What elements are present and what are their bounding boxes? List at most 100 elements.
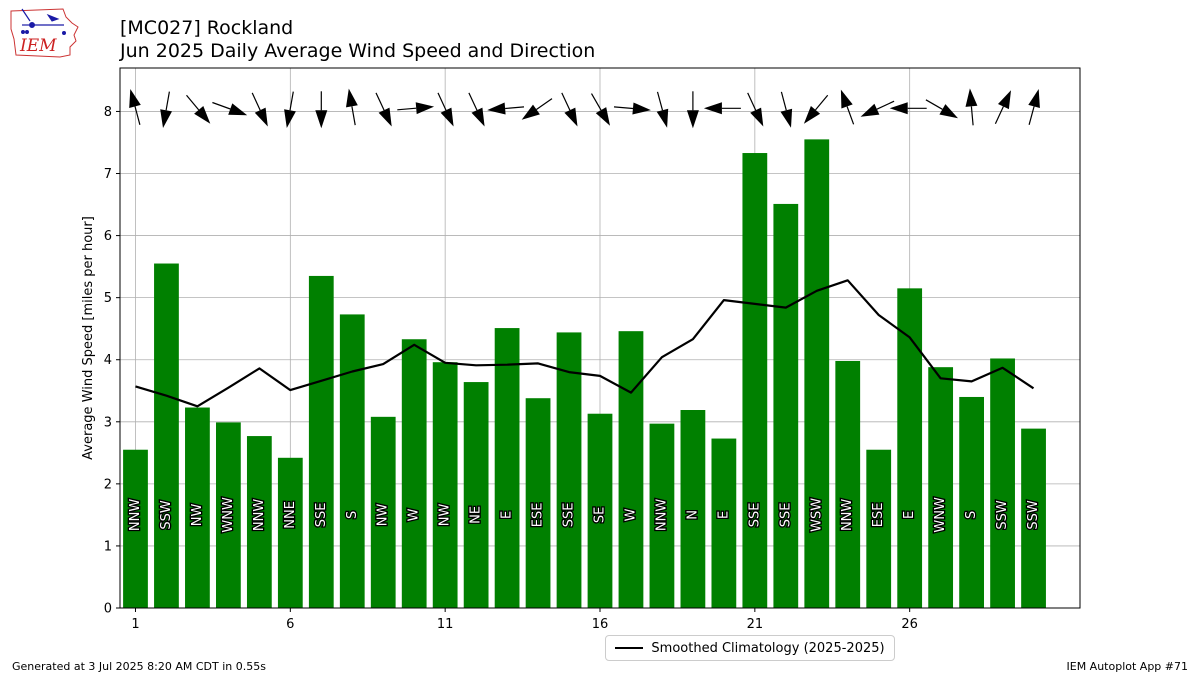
legend-line-swatch — [615, 647, 644, 649]
iowa-outline-icon — [10, 8, 79, 58]
y-axis-label: Average Wind Speed [miles per hour] — [81, 216, 96, 460]
direction-label: E — [500, 511, 515, 519]
bar — [742, 153, 768, 608]
direction-label: SE — [593, 507, 608, 523]
bar — [556, 332, 582, 608]
wind-arrow — [925, 99, 958, 119]
wind-arrow — [397, 102, 435, 115]
bar — [216, 422, 241, 608]
bar — [432, 362, 458, 608]
wind-arrow — [1028, 89, 1040, 125]
wind-arrow — [521, 98, 553, 120]
bar — [339, 314, 365, 608]
direction-label: WSW — [809, 498, 824, 532]
bar — [804, 139, 830, 608]
y-tick-label: 3 — [104, 415, 112, 430]
y-tick-label: 7 — [104, 167, 112, 182]
bar — [959, 396, 984, 608]
y-tick-label: 5 — [104, 291, 112, 306]
x-tick-label: 6 — [286, 617, 294, 632]
wind-arrow — [186, 94, 211, 124]
direction-labels: NNW SSW NW WNW NNW NNE SSE S NW W NW NE E ESE SSE SE W NN… — [127, 496, 1043, 534]
generated-timestamp: Generated at 3 Jul 2025 8:20 AM CDT in 0… — [12, 660, 266, 673]
direction-label: NW — [376, 503, 391, 526]
wind-arrow — [251, 92, 268, 127]
direction-label: SSE — [747, 503, 762, 528]
direction-label: NNE — [283, 501, 298, 529]
climatology-series — [135, 279, 1035, 408]
wind-arrow — [656, 91, 669, 128]
direction-label: E — [716, 511, 731, 519]
wind-arrow — [803, 94, 829, 124]
x-tick-label: 11 — [437, 617, 454, 632]
climatology-line — [135, 279, 1035, 408]
bars — [123, 139, 1046, 608]
direction-label: N — [685, 510, 700, 520]
wind-arrow — [160, 91, 172, 128]
bar — [618, 331, 644, 608]
bar — [525, 398, 551, 608]
wind-arrows — [129, 88, 1040, 129]
y-tick-label: 8 — [104, 105, 112, 120]
direction-label: NNW — [252, 499, 267, 531]
y-tick-label: 6 — [104, 229, 112, 244]
direction-label: S — [345, 511, 360, 519]
chart-title: [MC027] Rockland — [120, 17, 294, 39]
wind-arrow — [487, 102, 525, 115]
x-tick-label: 26 — [901, 617, 918, 632]
direction-label: W — [623, 508, 638, 521]
bar — [370, 416, 396, 608]
y-tick-label: 1 — [104, 539, 112, 554]
direction-label: NNW — [840, 499, 855, 531]
wind-arrow — [703, 102, 741, 115]
bar — [401, 339, 427, 608]
wind-arrow — [468, 92, 485, 127]
wind-arrow — [747, 92, 764, 127]
direction-label: WNW — [221, 497, 236, 533]
bar — [990, 358, 1015, 608]
wind-arrow — [686, 91, 699, 129]
y-tick-label: 4 — [104, 353, 112, 368]
weather-station-icon — [21, 8, 66, 35]
bar — [185, 407, 210, 608]
x-tick-label: 1 — [131, 617, 139, 632]
bar — [494, 328, 520, 608]
direction-label: NE — [469, 506, 484, 524]
wind-arrow — [375, 92, 392, 127]
direction-label: SSE — [778, 503, 793, 528]
chart-subtitle: Jun 2025 Daily Average Wind Speed and Di… — [120, 40, 596, 62]
wind-arrow — [561, 92, 578, 127]
wind-arrow — [780, 91, 793, 128]
wind-arrow — [613, 102, 651, 115]
bar — [897, 288, 923, 608]
direction-label: SSW — [159, 500, 174, 530]
wind-arrow — [346, 88, 358, 126]
bar — [711, 438, 737, 608]
wind-arrow — [590, 93, 610, 126]
bar — [649, 423, 675, 608]
wind-arrow — [437, 92, 454, 127]
bar — [587, 413, 613, 608]
direction-label: WNW — [933, 497, 948, 533]
legend-label: Smoothed Climatology (2025-2025) — [651, 640, 885, 656]
x-tick-label: 21 — [747, 617, 764, 632]
bar — [308, 275, 334, 608]
bar — [928, 367, 954, 608]
direction-label: ESE — [531, 503, 546, 528]
bar — [680, 410, 706, 608]
iem-logo: IEM — [10, 8, 79, 58]
logo-text: IEM — [19, 36, 57, 56]
wind-arrow — [889, 102, 927, 115]
direction-label: NNW — [654, 499, 669, 531]
direction-label: SSW — [1026, 500, 1041, 530]
bar — [463, 382, 489, 608]
direction-label: W — [407, 508, 422, 521]
bar — [277, 457, 303, 608]
direction-label: SSW — [995, 500, 1010, 530]
direction-label: NW — [190, 503, 205, 526]
y-tick-label: 2 — [104, 477, 112, 492]
direction-label: NW — [438, 503, 453, 526]
wind-arrow — [212, 101, 248, 116]
